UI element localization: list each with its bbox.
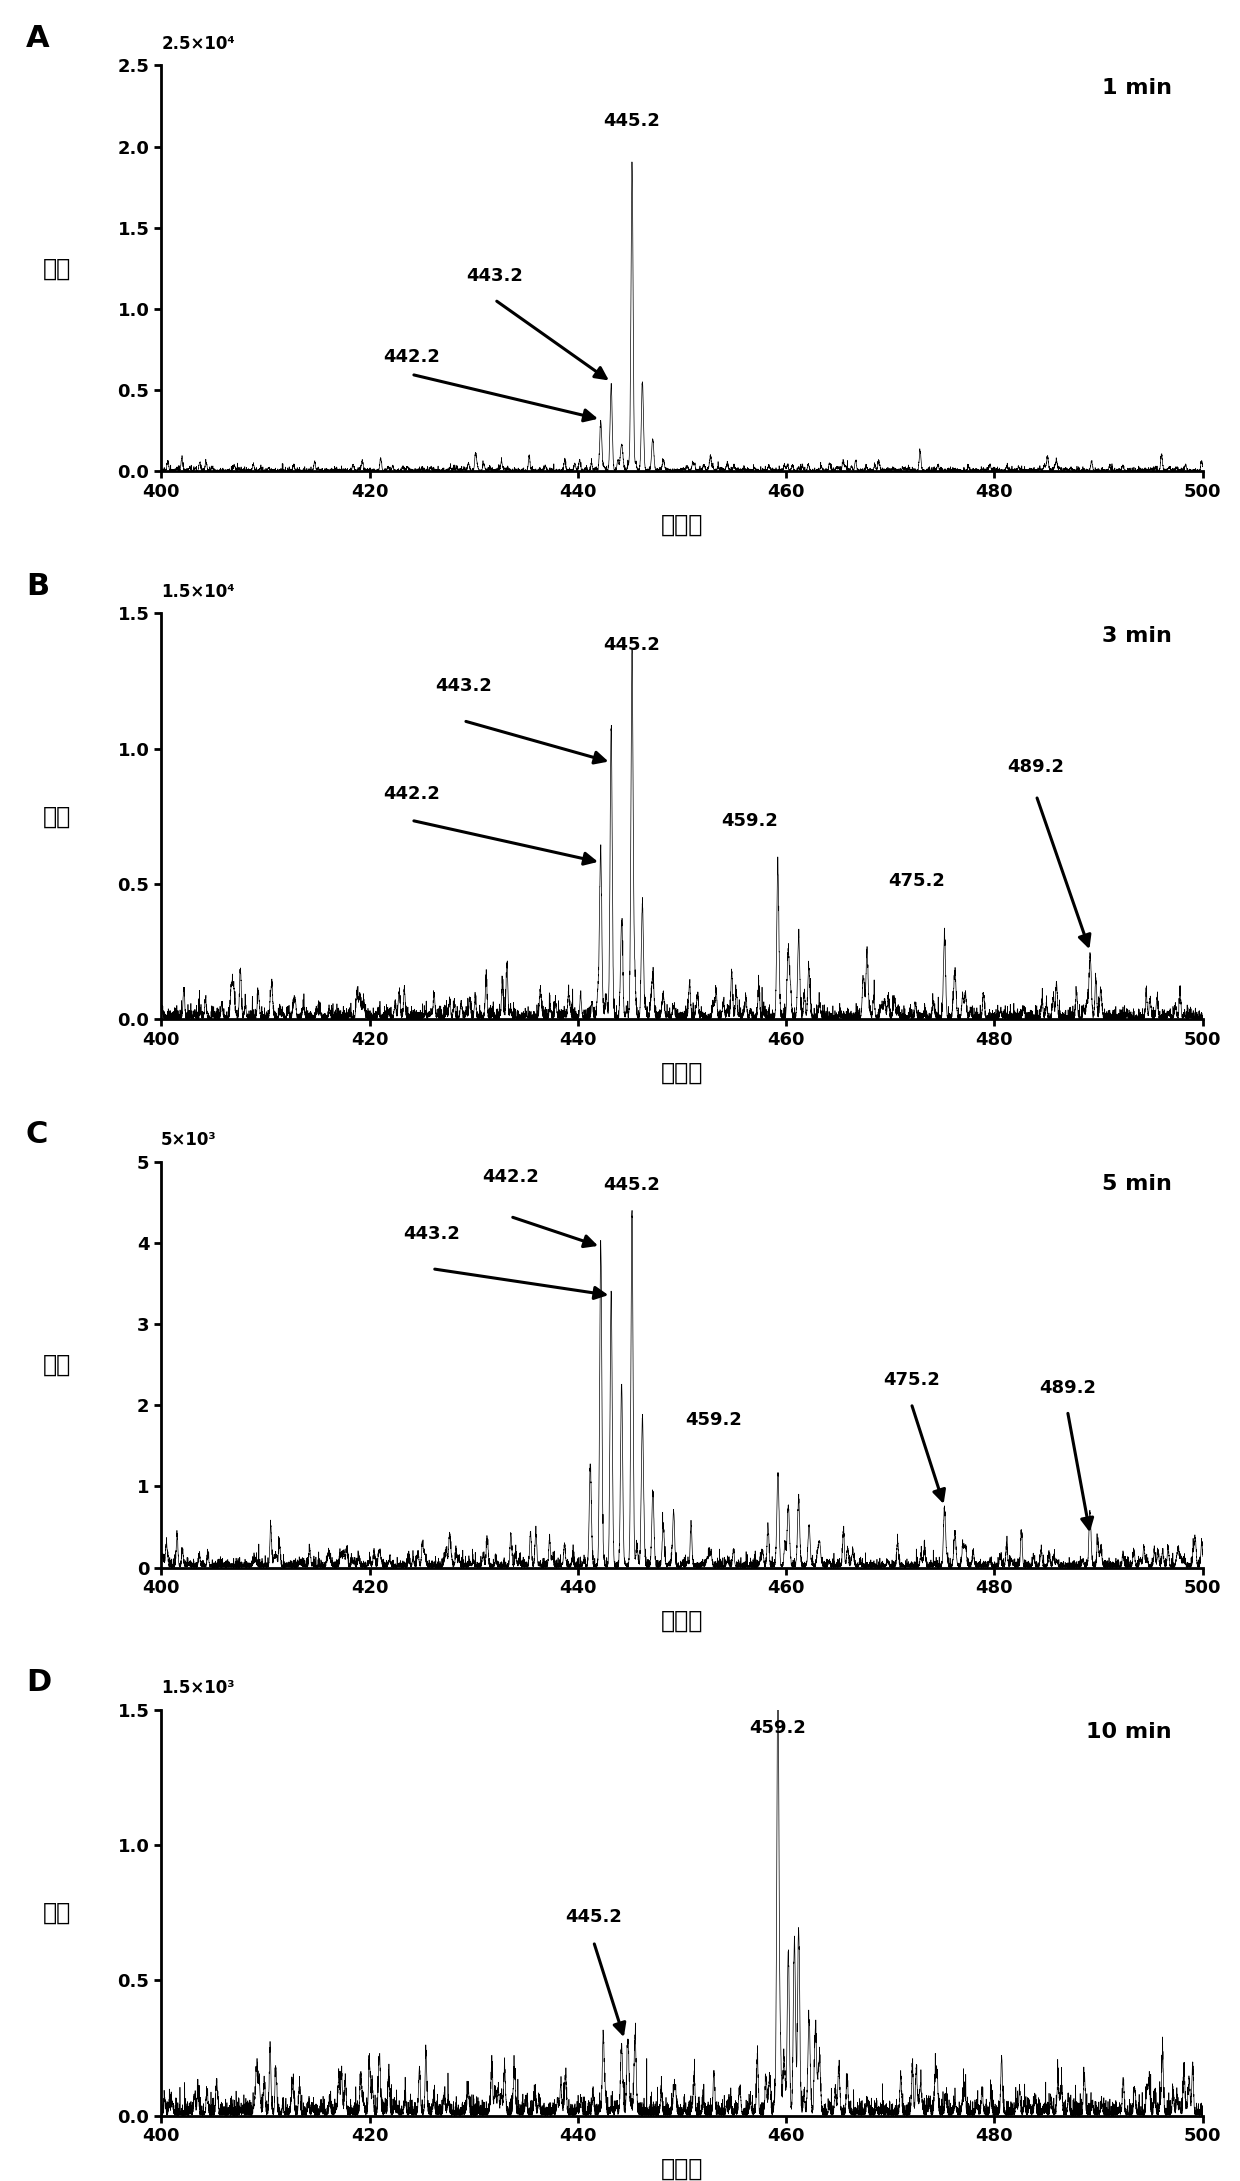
- Text: 5×10³: 5×10³: [161, 1132, 217, 1149]
- Text: 489.2: 489.2: [1039, 1378, 1096, 1398]
- Text: 442.2: 442.2: [383, 785, 440, 803]
- Text: 475.2: 475.2: [883, 1372, 940, 1389]
- Text: 445.2: 445.2: [604, 113, 661, 131]
- Text: 强度: 强度: [43, 257, 71, 281]
- X-axis label: 质荷比: 质荷比: [661, 1060, 703, 1084]
- Text: 3 min: 3 min: [1101, 626, 1172, 646]
- Text: 强度: 强度: [43, 1352, 71, 1376]
- Text: 10 min: 10 min: [1086, 1721, 1172, 1743]
- Text: D: D: [26, 1668, 51, 1697]
- Text: 1.5×10⁴: 1.5×10⁴: [161, 582, 234, 602]
- Text: 强度: 强度: [43, 1900, 71, 1924]
- Text: 443.2: 443.2: [466, 266, 523, 286]
- Text: 459.2: 459.2: [722, 811, 779, 831]
- Text: C: C: [26, 1121, 48, 1149]
- Text: 1 min: 1 min: [1101, 79, 1172, 98]
- Text: 443.2: 443.2: [403, 1226, 460, 1243]
- Text: 459.2: 459.2: [684, 1411, 742, 1429]
- Text: B: B: [26, 571, 48, 602]
- X-axis label: 质荷比: 质荷比: [661, 513, 703, 537]
- X-axis label: 质荷比: 质荷比: [661, 2157, 703, 2181]
- Text: A: A: [26, 24, 50, 52]
- Text: 489.2: 489.2: [1008, 757, 1065, 776]
- X-axis label: 质荷比: 质荷比: [661, 1607, 703, 1631]
- Text: 442.2: 442.2: [383, 347, 440, 366]
- Text: 442.2: 442.2: [481, 1167, 538, 1186]
- Text: 475.2: 475.2: [888, 872, 945, 890]
- Text: 445.2: 445.2: [604, 1176, 661, 1193]
- Text: 445.2: 445.2: [604, 637, 661, 654]
- Text: 强度: 强度: [43, 805, 71, 829]
- Text: 1.5×10³: 1.5×10³: [161, 1679, 234, 1697]
- Text: 443.2: 443.2: [435, 676, 492, 696]
- Text: 445.2: 445.2: [565, 1908, 622, 1926]
- Text: 459.2: 459.2: [749, 1719, 806, 1736]
- Text: 2.5×10⁴: 2.5×10⁴: [161, 35, 234, 52]
- Text: 5 min: 5 min: [1101, 1173, 1172, 1193]
